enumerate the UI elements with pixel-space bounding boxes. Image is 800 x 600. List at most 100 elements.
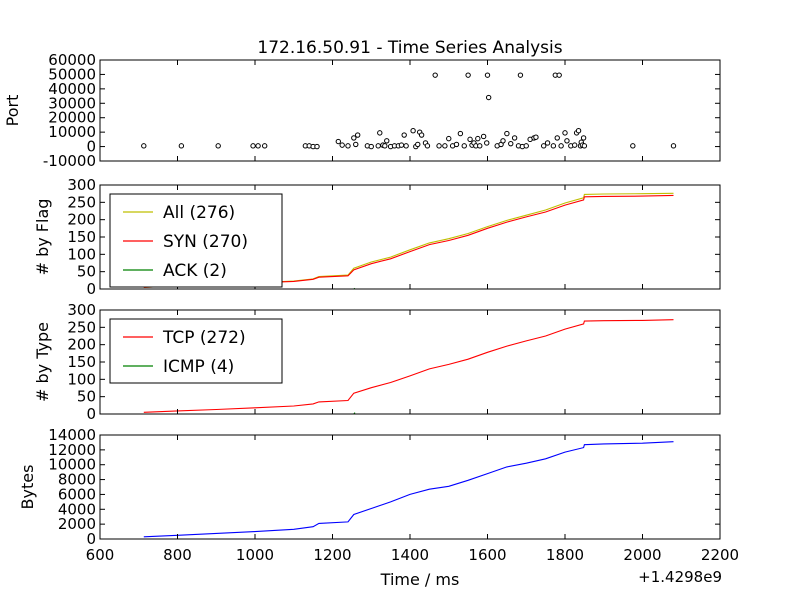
y-tick-label: 10000 [48, 123, 96, 141]
scatter-point [575, 128, 582, 134]
figure-title: 172.16.50.91 - Time Series Analysis [257, 38, 562, 58]
series-line-1 [143, 441, 674, 538]
scatter-point [398, 142, 405, 148]
y-tick-label: 300 [67, 301, 96, 319]
scatter-point [345, 143, 351, 149]
scatter-point [215, 143, 221, 149]
y-tick-label: 4000 [58, 500, 96, 518]
scatter-point [382, 143, 388, 149]
y-tick-label: 0 [86, 405, 96, 423]
x-tick-label: 1000 [236, 546, 274, 564]
y-tick-label: 0 [86, 138, 96, 156]
scatter-point [141, 143, 147, 149]
scatter-point [457, 130, 464, 137]
scatter-point [465, 72, 471, 78]
scatter-point [670, 143, 677, 149]
y-tick-label: 0 [86, 530, 96, 548]
y-tick-label: 60000 [48, 51, 96, 69]
legend-label: TCP (272) [162, 328, 246, 348]
scatter-point [442, 143, 448, 149]
y-tick-label: 250 [67, 318, 96, 336]
x-tick-label: 1800 [546, 546, 584, 564]
scatter-point [475, 135, 481, 142]
y-tick-label: 200 [67, 211, 96, 229]
legend: TCP (272) ICMP (4) [109, 318, 283, 384]
y-tick-label: 250 [67, 193, 96, 211]
legend-label: ACK (2) [163, 261, 227, 281]
scatter-point [353, 141, 359, 148]
scatter-point [484, 140, 490, 146]
scatter-point [403, 143, 409, 149]
x-tick-label: 600 [86, 546, 115, 564]
y-tick-label: 100 [67, 245, 96, 263]
scatter-point [504, 130, 510, 137]
y-tick-label: 200 [67, 336, 96, 354]
y-tick-label: 50 [77, 263, 96, 281]
scatter-point [517, 72, 524, 78]
y-tick-label: -10000 [43, 152, 96, 170]
scatter-point [484, 72, 491, 78]
legend: All (276) SYN (270) ACK (2) [109, 193, 283, 288]
scatter-point [511, 135, 518, 141]
scatter-point [368, 143, 374, 150]
scatter-point [375, 143, 381, 149]
y-tick-label: 150 [67, 353, 96, 371]
axes-frame [99, 59, 721, 162]
scatter-point [461, 143, 467, 149]
scatter-point [480, 133, 487, 140]
y-tick-label: 12000 [48, 441, 96, 459]
scatter-point [418, 132, 425, 138]
y-axis-label: # by Type [33, 322, 52, 402]
scatter-point [436, 143, 442, 149]
scatter-point [446, 135, 452, 142]
scatter-point [335, 138, 342, 145]
y-tick-label: 0 [86, 280, 96, 298]
y-axis-label: Bytes [18, 465, 37, 510]
scatter-point [581, 143, 588, 149]
y-tick-label: 100 [67, 370, 96, 388]
scatter-point [384, 138, 390, 144]
legend-label: SYN (270) [163, 232, 248, 252]
scatter-point [250, 143, 256, 149]
y-tick-label: 30000 [48, 94, 96, 112]
x-offset-label: +1.4298e9 [638, 568, 722, 586]
scatter-point [354, 132, 361, 138]
scatter-point [314, 143, 320, 150]
scatter-point [544, 140, 551, 146]
legend-box [109, 318, 283, 384]
scatter-point [178, 143, 185, 149]
scatter-point [558, 143, 564, 149]
x-tick-label: 1600 [468, 546, 506, 564]
plot-area [143, 441, 674, 538]
scatter-point [554, 135, 560, 141]
scatter-point [477, 143, 483, 149]
scatter-point [339, 142, 345, 148]
scatter-point [255, 143, 261, 149]
scatter-point [351, 135, 357, 141]
series-line-2 [143, 194, 674, 288]
scatter-point [562, 130, 568, 136]
scatter-point [571, 142, 578, 148]
axes-frame [99, 309, 721, 415]
scatter-point [580, 135, 587, 141]
scatter-point [415, 141, 421, 148]
scatter-point [377, 130, 383, 136]
scatter-point [261, 143, 268, 149]
plot-area [141, 72, 677, 150]
y-tick-label: 8000 [58, 471, 96, 489]
y-tick-label: 50000 [48, 65, 96, 83]
scatter-point [556, 72, 562, 78]
legend-label: ICMP (4) [163, 357, 234, 377]
y-tick-label: 40000 [48, 80, 96, 98]
scatter-point [550, 143, 557, 149]
axes-frame [99, 184, 721, 290]
y-tick-label: 20000 [48, 109, 96, 127]
x-tick-label: 1200 [313, 546, 351, 564]
y-tick-label: 14000 [48, 426, 96, 444]
scatter-point [424, 143, 431, 149]
